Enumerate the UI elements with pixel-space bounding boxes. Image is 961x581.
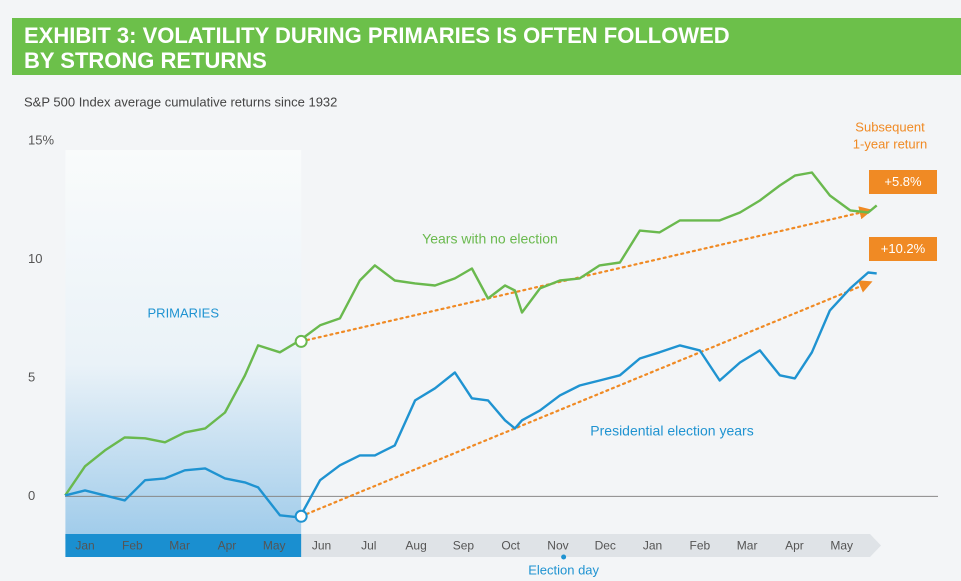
x-tick-label: Feb (122, 539, 143, 553)
x-tick-label: Dec (595, 539, 616, 553)
header-band (12, 18, 961, 75)
x-tick-label: Jan (643, 539, 662, 553)
election-day-marker (561, 554, 567, 560)
series-line (64, 271, 877, 519)
trend-start (294, 334, 308, 348)
series-line (64, 171, 878, 497)
x-tick-label: Apr (218, 539, 237, 553)
x-tick-label: Feb (689, 539, 710, 553)
primaries-bar (65, 534, 302, 557)
trend-line (300, 280, 873, 518)
x-tick-label: Mar (737, 539, 758, 553)
x-tick-label: Jan (75, 539, 94, 553)
subtitle: S&P 500 Index average cumulative returns… (24, 94, 337, 109)
title-line: BY STRONG RETURNS (24, 48, 267, 73)
trend-line (300, 206, 873, 343)
primaries-region (65, 150, 302, 539)
y-tick-label: 0 (28, 488, 35, 503)
x-tick-label: Apr (785, 539, 804, 553)
month-bar (301, 534, 881, 557)
y-tick-label: 15% (28, 132, 54, 147)
x-tick-label: Mar (169, 539, 190, 553)
x-tick-label: May (263, 539, 286, 553)
returns-title: 1-year return (853, 136, 927, 151)
x-tick-label: Sep (453, 539, 475, 553)
election-day-label: Election day (528, 562, 599, 577)
x-tick-label: May (830, 539, 853, 553)
y-tick-label: 10 (28, 251, 42, 266)
return-box (869, 170, 937, 194)
y-tick-label: 5 (28, 369, 35, 384)
return-box (869, 237, 937, 261)
x-tick-label: Jul (361, 539, 376, 553)
return-label: +5.8% (884, 174, 922, 189)
series-label: Presidential election years (590, 423, 753, 439)
trend-start (294, 509, 308, 523)
x-tick-label: Oct (501, 539, 520, 553)
x-tick-label: Aug (405, 539, 426, 553)
chart-title: EXHIBIT 3: VOLATILITY DURING PRIMARIES I… (24, 23, 730, 73)
x-tick-label: Jun (312, 539, 331, 553)
return-label: +10.2% (881, 241, 926, 256)
x-tick-label: Nov (547, 539, 568, 553)
primaries-label: PRIMARIES (148, 305, 220, 320)
returns-title: Subsequent (855, 119, 925, 134)
series-label: Years with no election (422, 231, 558, 247)
title-line: EXHIBIT 3: VOLATILITY DURING PRIMARIES I… (24, 23, 730, 48)
